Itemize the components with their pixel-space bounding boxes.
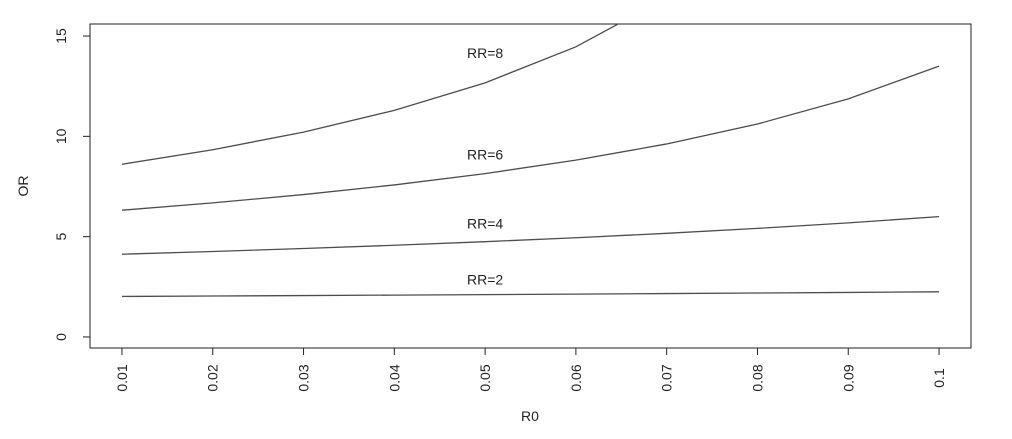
x-tick-label: 0.06: [568, 364, 584, 391]
series-label: RR=6: [467, 147, 503, 163]
series-label: RR=4: [467, 216, 503, 232]
x-axis-label: R0: [521, 408, 539, 424]
x-tick-label: 0.02: [205, 364, 221, 391]
x-tick-label: 0.01: [114, 364, 130, 391]
series-line: [121, 65, 940, 211]
series-label: RR=2: [467, 272, 503, 288]
series-line: [121, 24, 620, 165]
plot-area: [121, 24, 940, 298]
x-tick-label: 0.05: [477, 364, 493, 391]
y-tick-label: 5: [53, 233, 69, 241]
series-label: RR=8: [467, 45, 503, 61]
x-tick-label: 0.03: [296, 364, 312, 391]
x-tick-label: 0.04: [386, 364, 402, 391]
y-tick-label: 10: [53, 128, 69, 144]
y-tick-label: 15: [53, 28, 69, 44]
x-tick-label: 0.07: [659, 364, 675, 391]
x-tick-label: 0.1: [931, 368, 947, 388]
plot-box: [89, 23, 972, 349]
series-line: [121, 215, 940, 255]
y-axis-label: OR: [15, 176, 31, 197]
x-tick-label: 0.08: [749, 364, 765, 391]
y-tick-label: 0: [53, 333, 69, 341]
x-tick-label: 0.09: [840, 364, 856, 391]
series-line: [121, 291, 940, 298]
